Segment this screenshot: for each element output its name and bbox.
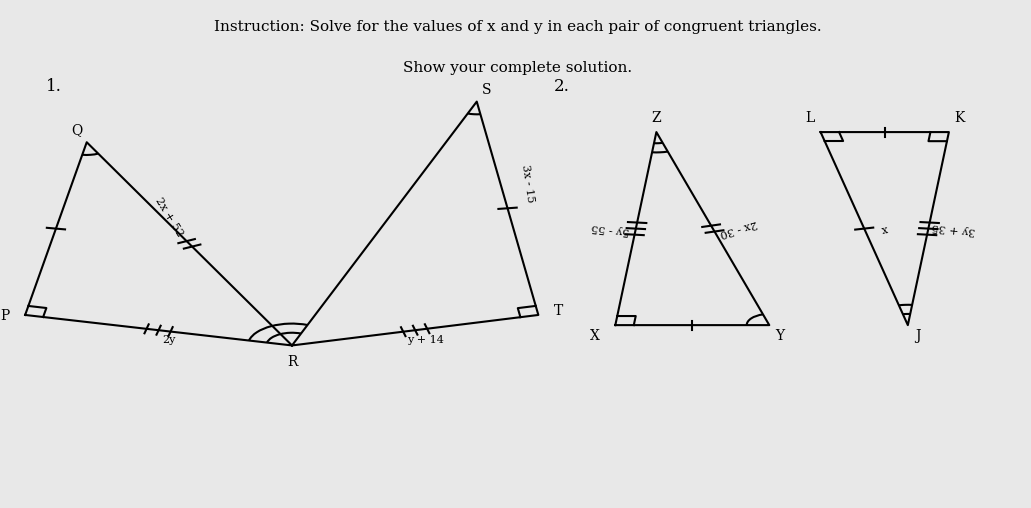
- Text: 5y - 55: 5y - 55: [591, 221, 630, 236]
- Text: Instruction: Solve for the values of x and y in each pair of congruent triangles: Instruction: Solve for the values of x a…: [214, 20, 822, 35]
- Text: 1.: 1.: [45, 78, 62, 96]
- Text: S: S: [483, 83, 492, 97]
- Text: T: T: [555, 304, 564, 318]
- Text: 2.: 2.: [554, 78, 569, 96]
- Text: Show your complete solution.: Show your complete solution.: [403, 61, 632, 75]
- Text: 3y + 35: 3y + 35: [932, 221, 976, 236]
- Text: J: J: [916, 329, 921, 343]
- Text: x: x: [880, 223, 889, 234]
- Text: Y: Y: [775, 329, 785, 343]
- Text: 2x - 30: 2x - 30: [719, 218, 759, 239]
- Text: L: L: [805, 111, 814, 125]
- Text: y + 14: y + 14: [407, 335, 444, 345]
- Text: R: R: [287, 355, 297, 369]
- Text: K: K: [954, 111, 964, 125]
- Text: 3x - 15: 3x - 15: [521, 164, 536, 203]
- Text: Z: Z: [652, 111, 661, 125]
- Text: Q: Q: [71, 123, 82, 138]
- Text: 2x + 52: 2x + 52: [153, 196, 185, 239]
- Text: P: P: [0, 309, 9, 323]
- Text: X: X: [590, 329, 600, 343]
- Text: 2y: 2y: [162, 335, 175, 345]
